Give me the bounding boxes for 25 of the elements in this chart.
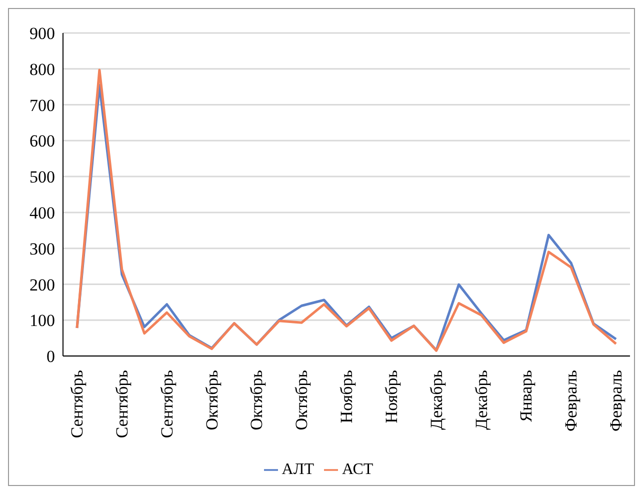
y-tick-label: 900: [30, 24, 55, 44]
y-tick-label: 500: [30, 168, 55, 187]
x-tick-label: Сентябрь: [68, 370, 86, 438]
x-tick-label: Октябрь: [202, 370, 222, 430]
y-tick-label: 0: [46, 347, 55, 366]
legend-label: АСТ: [342, 461, 374, 478]
legend-label: АЛТ: [282, 461, 314, 478]
y-tick-label: 700: [30, 96, 55, 115]
x-tick-label: Декабрь: [472, 370, 491, 430]
x-tick-label: Декабрь: [426, 370, 446, 430]
y-tick-label: 300: [30, 239, 55, 258]
y-tick-label: 100: [30, 311, 55, 330]
y-tick-label: 800: [30, 60, 55, 79]
x-tick-label: Февраль: [606, 370, 626, 432]
x-tick-label: Февраль: [562, 370, 581, 432]
x-tick-label: Ноябрь: [337, 370, 356, 424]
y-tick-label: 200: [30, 275, 55, 294]
x-tick-label: Сентябрь: [112, 370, 132, 438]
y-tick-label: 400: [30, 203, 55, 222]
x-tick-label: Октябрь: [247, 370, 266, 430]
x-tick-label: Сентябрь: [157, 370, 176, 438]
x-tick-label: Ноябрь: [382, 370, 401, 424]
x-tick-label: Январь: [516, 370, 536, 422]
y-tick-label: 600: [30, 132, 55, 151]
x-tick-label: Октябрь: [292, 370, 312, 430]
